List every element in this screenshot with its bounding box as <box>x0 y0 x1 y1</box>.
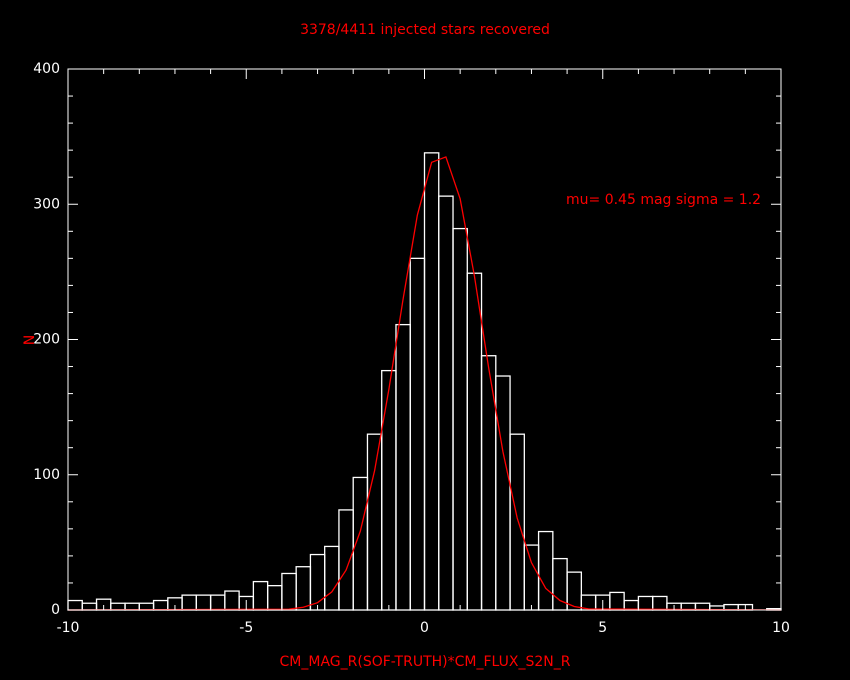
bar <box>195 594 212 611</box>
x-tick-label: 0 <box>420 620 429 636</box>
bar <box>423 152 440 611</box>
chart-title: 3378/4411 injected stars recovered <box>300 22 550 38</box>
fit-curve <box>67 156 782 611</box>
y-tick-label: 0 <box>51 602 60 618</box>
bar <box>124 602 140 611</box>
bar <box>609 591 625 611</box>
bar <box>338 509 354 611</box>
bar <box>395 323 411 611</box>
bar <box>495 375 511 611</box>
x-tick-label: -10 <box>57 620 80 636</box>
bar <box>224 590 240 611</box>
bar <box>381 369 397 611</box>
x-tick-label: -5 <box>239 620 253 636</box>
bar <box>537 530 554 611</box>
bar <box>366 433 383 611</box>
bar <box>652 595 668 611</box>
bar <box>266 585 283 611</box>
bar <box>309 553 326 611</box>
bar <box>110 602 126 611</box>
bar <box>452 227 468 611</box>
y-tick-label: 200 <box>33 332 60 348</box>
y-tick-label: 300 <box>33 196 60 212</box>
bar <box>252 580 269 611</box>
y-tick-label: 400 <box>33 61 60 77</box>
bar <box>438 195 454 611</box>
bar <box>138 602 155 611</box>
bar <box>81 602 98 611</box>
annotation: mu= 0.45 mag sigma = 1.2 <box>566 192 761 208</box>
bar <box>466 272 483 611</box>
bar <box>281 572 297 611</box>
bar <box>523 544 540 611</box>
bar <box>509 433 525 611</box>
bar <box>152 599 169 611</box>
bar <box>324 545 340 611</box>
bar <box>209 594 226 611</box>
x-tick-label: 5 <box>598 620 607 636</box>
bar <box>637 595 654 611</box>
bar <box>409 257 426 611</box>
y-tick-label: 100 <box>33 467 60 483</box>
bar <box>295 566 312 611</box>
x-tick-label: 10 <box>772 620 790 636</box>
x-axis-label: CM_MAG_R(SOF-TRUTH)*CM_FLUX_S2N_R <box>280 654 571 670</box>
bar <box>181 594 197 611</box>
y-axis-label: N <box>22 335 38 345</box>
bar <box>67 599 83 611</box>
